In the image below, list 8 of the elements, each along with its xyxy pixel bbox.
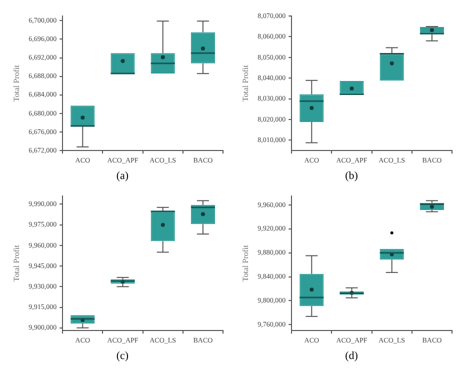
text: (c) (116, 350, 129, 362)
y-axis-title: Total Profit (12, 244, 21, 282)
y-axis-title: Total Profit (12, 64, 21, 102)
text: (a) (116, 170, 129, 182)
text: (d) (345, 350, 358, 362)
y-axis-title: Total Profit (240, 64, 250, 102)
y-axis-title: Total Profit (240, 244, 250, 282)
text: (b) (345, 170, 358, 182)
